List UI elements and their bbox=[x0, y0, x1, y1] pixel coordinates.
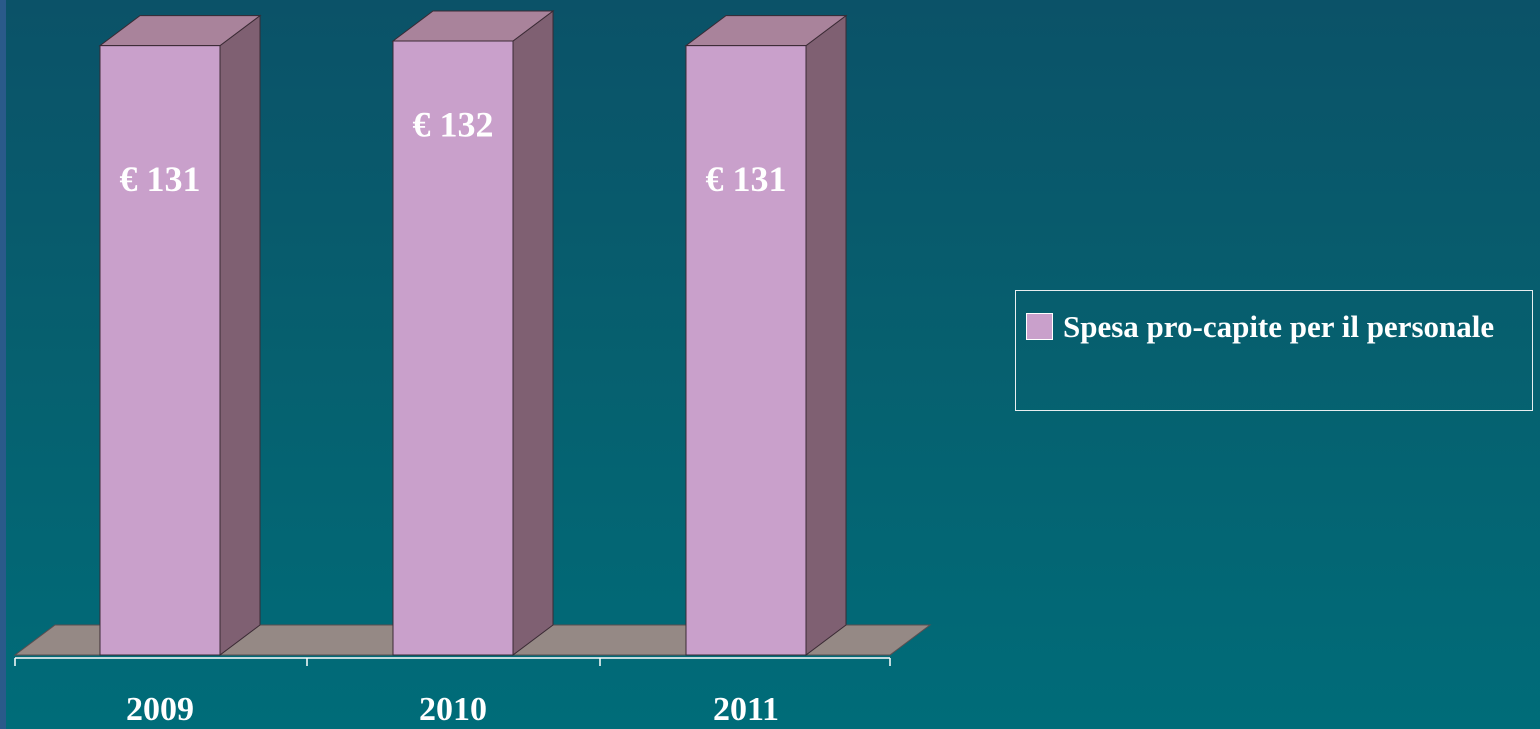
value-label: € 131 bbox=[706, 159, 787, 199]
legend: Spesa pro-capite per il personale bbox=[1015, 290, 1533, 411]
value-label: € 131 bbox=[120, 159, 201, 199]
left-edge bbox=[0, 0, 6, 729]
x-tick-label: 2010 bbox=[419, 691, 487, 728]
bar-side bbox=[512, 10, 554, 656]
legend-label: Spesa pro-capite per il personale bbox=[1063, 309, 1495, 344]
bar bbox=[99, 45, 221, 656]
bar bbox=[685, 45, 807, 656]
x-tick-label: 2011 bbox=[713, 691, 779, 728]
value-label: € 132 bbox=[413, 104, 494, 144]
bar bbox=[392, 40, 514, 656]
x-tick-label: 2009 bbox=[126, 691, 194, 728]
bar-side bbox=[805, 14, 847, 656]
bar-side bbox=[219, 14, 261, 656]
legend-swatch bbox=[1026, 313, 1053, 340]
